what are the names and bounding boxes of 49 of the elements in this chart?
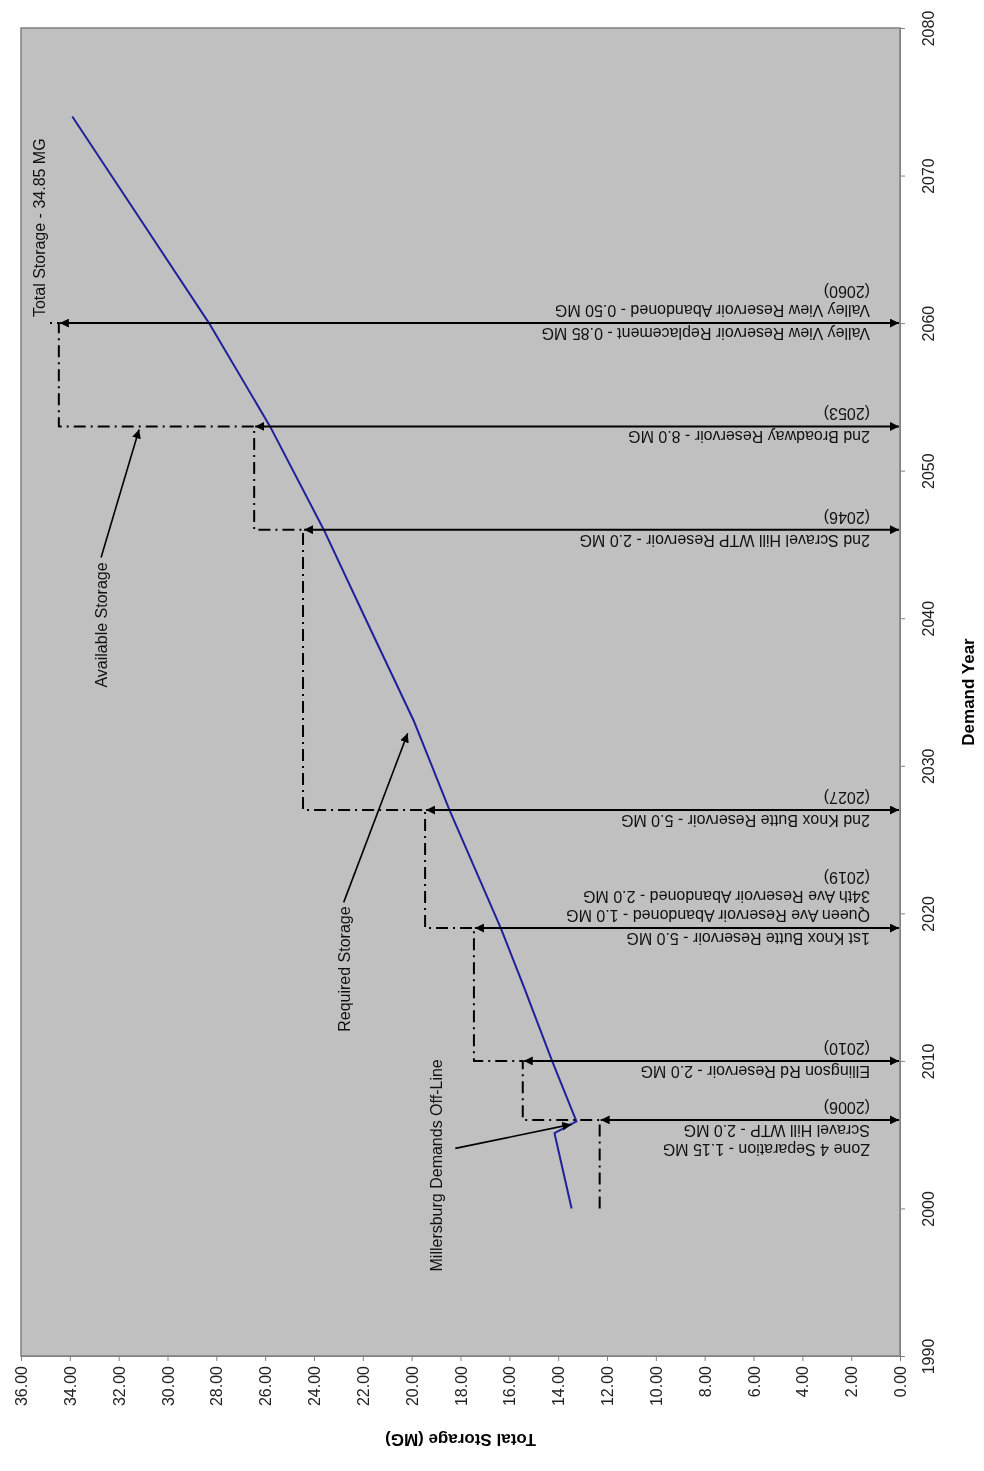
annotation: (2053) <box>823 405 870 423</box>
x-tick-label: 14.00 <box>550 1365 568 1407</box>
x-tick-label: 24.00 <box>306 1365 324 1407</box>
annotation: Total Storage - 34.85 MG <box>31 138 49 318</box>
annotation: (2046) <box>823 508 870 526</box>
x-tick-label: 12.00 <box>599 1365 617 1407</box>
annotation: (2010) <box>823 1039 870 1057</box>
x-axis-title: Total Storage (MG) <box>385 1430 536 1449</box>
annotation: Required Storage <box>335 906 353 1032</box>
x-tick-label: 22.00 <box>354 1365 372 1407</box>
annotation: Valley View Reservoir Replacement - 0.85 MG <box>541 325 870 343</box>
y-tick-label: 2080 <box>920 10 937 47</box>
x-tick-label: 20.00 <box>403 1365 421 1407</box>
x-tick-label: 16.00 <box>501 1365 519 1407</box>
y-tick-label: 2050 <box>920 453 937 489</box>
y-tick-label: 1990 <box>920 1338 937 1375</box>
x-tick-label: 18.00 <box>452 1365 470 1407</box>
y-tick-label: 2020 <box>920 895 937 932</box>
x-tick-label: 30.00 <box>159 1365 177 1407</box>
x-tick-label: 34.00 <box>61 1365 79 1407</box>
y-tick-label: 2060 <box>920 305 937 342</box>
annotation: Queen Ave Reservoir Abandoned - 1.0 MG 34th Ave Reservoir Abandoned - 2.0 MG (2019) <box>566 869 870 925</box>
annotation: Available Storage <box>93 562 111 688</box>
x-tick-label: 8.00 <box>696 1365 714 1398</box>
annotation: Zone 4 Separation - 1.15 MG Scravel Hill WTP - 2.0 MG <box>662 1121 870 1158</box>
x-tick-label: 32.00 <box>110 1365 128 1407</box>
y-tick-label: 2000 <box>920 1191 937 1227</box>
annotation: 1st Knox Butte Reservoir - 5.0 MG <box>626 930 870 948</box>
x-tick-label: 26.00 <box>257 1365 275 1407</box>
x-tick-label: 10.00 <box>647 1365 665 1407</box>
annotation: 2nd Scravel Hill WTP Reservoir - 2.0 MG <box>579 531 870 549</box>
x-tick-label: 36.00 <box>13 1365 31 1407</box>
x-tick-label: 6.00 <box>745 1365 763 1398</box>
y-tick-label: 2030 <box>920 748 937 785</box>
annotation: (2027) <box>823 789 870 807</box>
annotation: (2006) <box>823 1098 870 1116</box>
x-tick-label: 0.00 <box>892 1365 910 1398</box>
x-tick-label: 4.00 <box>794 1365 812 1398</box>
x-tick-label: 2.00 <box>843 1365 861 1398</box>
y-axis-title: Demand Year <box>959 637 978 746</box>
annotation: 2nd Knox Butte Reservoir - 5.0 MG <box>621 812 870 830</box>
y-tick-label: 2070 <box>920 158 937 194</box>
annotation: Millersburg Demands Off-Line <box>428 1059 446 1272</box>
y-tick-label: 2010 <box>920 1043 937 1080</box>
x-tick-label: 28.00 <box>208 1365 226 1407</box>
y-tick-label: 2040 <box>920 600 937 637</box>
annotation: 2nd Broadway Reservoir - 8.0 MG <box>628 428 870 446</box>
annotation: Valley View Reservoir Abandoned - 0.50 MG (2060) <box>554 283 870 320</box>
annotation: Ellingson Rd Reservoir - 2.0 MG <box>640 1062 870 1080</box>
